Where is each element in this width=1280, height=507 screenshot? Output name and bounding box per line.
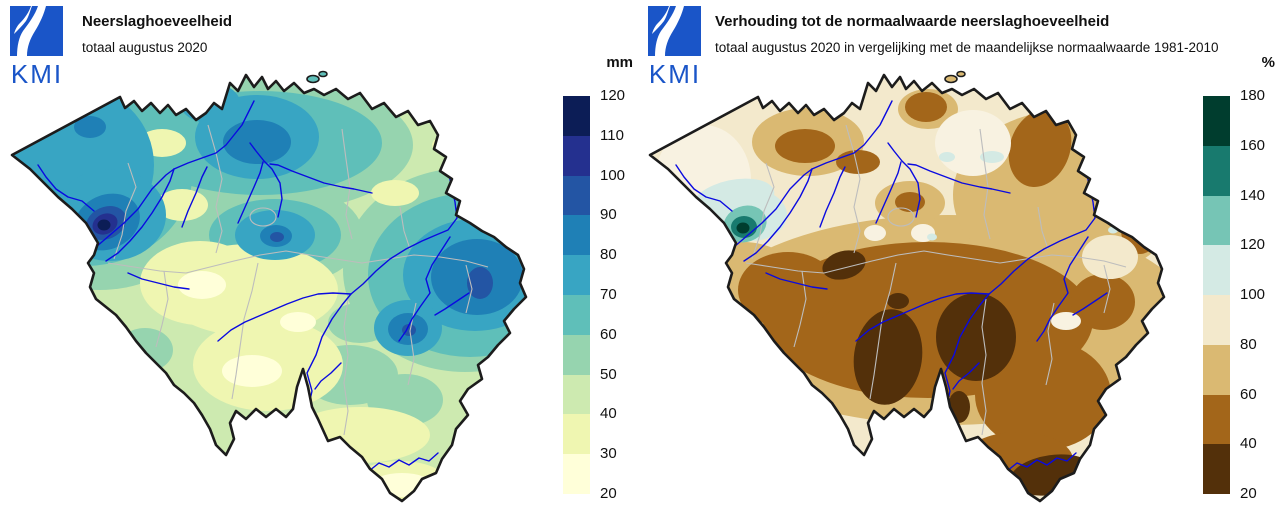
legend-color-swatch (1203, 444, 1230, 494)
left-legend-unit: mm (606, 54, 633, 71)
left-legend-colorbar (563, 96, 590, 494)
legend-color-swatch (563, 414, 590, 455)
legend-tick-label: 80 (600, 246, 617, 264)
legend-tick-label: 140 (1240, 186, 1266, 204)
legend-tick-label: 80 (1240, 335, 1257, 353)
legend-tick-label: 180 (1240, 87, 1266, 104)
right-header: Verhouding tot de normaalwaarde neerslag… (715, 13, 1219, 55)
right-legend-unit: % (1261, 54, 1275, 71)
island-icon (318, 70, 328, 78)
legend-color-swatch (563, 255, 590, 295)
legend-color-swatch (1203, 295, 1230, 345)
right-map-belgium (648, 70, 1166, 503)
legend-tick-label: 120 (600, 87, 626, 104)
left-map-belgium (10, 70, 528, 503)
left-map-subtitle: totaal augustus 2020 (82, 40, 208, 55)
right-legend-colorbar (1203, 96, 1230, 494)
legend-tick-label: 160 (1240, 136, 1266, 154)
legend-tick-label: 50 (600, 365, 617, 383)
legend-color-swatch (563, 374, 590, 415)
legend-tick-label: 30 (600, 445, 617, 463)
legend-tick-label: 40 (1240, 435, 1257, 453)
legend-tick-label: 20 (1240, 485, 1257, 502)
legend-color-swatch (563, 454, 590, 494)
legend-tick-label: 40 (600, 405, 617, 423)
right-map-subtitle: totaal augustus 2020 in vergelijking met… (715, 40, 1219, 55)
legend-color-swatch (563, 334, 590, 375)
kmi-logo-left: KMI (10, 6, 63, 89)
legend-color-swatch (1203, 344, 1230, 395)
legend-tick-label: 100 (600, 166, 626, 184)
island-icon (306, 74, 320, 84)
legend-color-swatch (1203, 394, 1230, 445)
legend-color-swatch (563, 96, 590, 136)
legend-color-swatch (1203, 245, 1230, 295)
kmi-logo-swoosh-thin-icon (14, 6, 32, 34)
legend-color-swatch (563, 294, 590, 335)
left-legend-ticks: 120 110 100 90 80 70 60 50 40 30 20 (600, 87, 644, 502)
kmi-logo-text: KMI (11, 59, 63, 89)
legend-tick-label: 120 (1240, 236, 1266, 254)
legend-tick-label: 60 (1240, 385, 1257, 403)
right-legend-ticks: 180 160 140 120 100 80 60 40 20 (1240, 87, 1280, 502)
legend-color-swatch (563, 215, 590, 256)
kmi-logo-swoosh-thin-icon (652, 6, 670, 34)
kmi-logo-swoosh-icon (17, 6, 46, 56)
legend-color-swatch (1203, 145, 1230, 196)
legend-tick-label: 60 (600, 325, 617, 343)
legend-color-swatch (1203, 195, 1230, 246)
island-icon (956, 70, 966, 78)
right-map-title: Verhouding tot de normaalwaarde neerslag… (715, 13, 1110, 30)
legend-tick-label: 90 (600, 206, 617, 224)
kmi-logo-right: KMI (648, 6, 701, 89)
island-icon (944, 74, 958, 84)
legend-tick-label: 110 (600, 126, 624, 144)
legend-tick-label: 70 (600, 286, 617, 303)
legend-color-swatch (563, 135, 590, 176)
kmi-logo-text: KMI (649, 59, 701, 89)
left-map-title: Neerslaghoeveelheid (82, 13, 233, 30)
legend-color-swatch (1203, 96, 1230, 146)
legend-tick-label: 100 (1240, 286, 1266, 303)
legend-tick-label: 20 (600, 485, 617, 502)
kmi-logo-swoosh-icon (655, 6, 684, 56)
legend-color-swatch (563, 175, 590, 216)
left-header: Neerslaghoeveelheid totaal augustus 2020 (82, 13, 232, 55)
